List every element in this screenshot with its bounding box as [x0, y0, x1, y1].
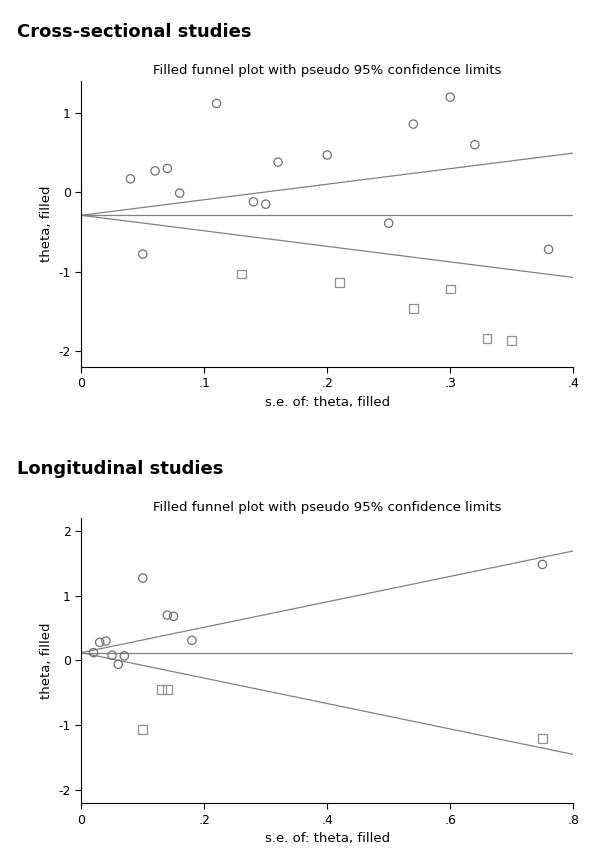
Point	[113, 657, 123, 671]
Point	[163, 162, 172, 176]
Point	[157, 682, 166, 696]
Point	[248, 195, 258, 209]
Point	[138, 722, 148, 736]
Point	[95, 636, 104, 650]
Point	[482, 332, 492, 346]
Point	[89, 646, 98, 660]
Title: Filled funnel plot with pseudo 95% confidence limits: Filled funnel plot with pseudo 95% confi…	[153, 64, 502, 77]
Y-axis label: theta, filled: theta, filled	[40, 185, 53, 262]
Point	[107, 649, 117, 662]
Point	[538, 732, 547, 746]
Point	[273, 155, 283, 169]
Point	[544, 242, 553, 256]
Point	[445, 282, 455, 296]
Point	[236, 267, 246, 281]
Point	[384, 216, 394, 230]
Point	[163, 682, 172, 696]
Point	[409, 117, 418, 131]
Point	[138, 572, 148, 585]
Y-axis label: theta, filled: theta, filled	[40, 622, 53, 699]
Point	[163, 608, 172, 622]
Point	[138, 722, 148, 736]
Point	[507, 333, 517, 347]
Point	[125, 171, 135, 185]
Point	[150, 164, 160, 178]
Point	[335, 275, 344, 289]
Point	[482, 332, 492, 346]
Point	[163, 682, 172, 696]
Text: Longitudinal studies: Longitudinal studies	[17, 460, 224, 478]
Title: Filled funnel plot with pseudo 95% confidence limits: Filled funnel plot with pseudo 95% confi…	[153, 501, 502, 514]
Point	[335, 275, 344, 289]
Point	[470, 138, 479, 152]
Point	[119, 649, 129, 662]
Point	[322, 148, 332, 162]
Point	[409, 302, 418, 316]
Point	[236, 267, 246, 281]
Point	[212, 96, 221, 110]
Point	[261, 197, 271, 211]
Point	[187, 633, 197, 647]
Point	[138, 247, 148, 261]
Point	[445, 282, 455, 296]
Text: Cross-sectional studies: Cross-sectional studies	[17, 23, 252, 42]
Point	[538, 558, 547, 572]
Point	[538, 732, 547, 746]
Point	[175, 186, 184, 200]
X-axis label: s.e. of: theta, filled: s.e. of: theta, filled	[265, 396, 390, 409]
Point	[445, 90, 455, 104]
Point	[169, 610, 178, 624]
Point	[409, 302, 418, 316]
X-axis label: s.e. of: theta, filled: s.e. of: theta, filled	[265, 832, 390, 845]
Point	[101, 634, 110, 648]
Point	[157, 682, 166, 696]
Point	[507, 333, 517, 347]
